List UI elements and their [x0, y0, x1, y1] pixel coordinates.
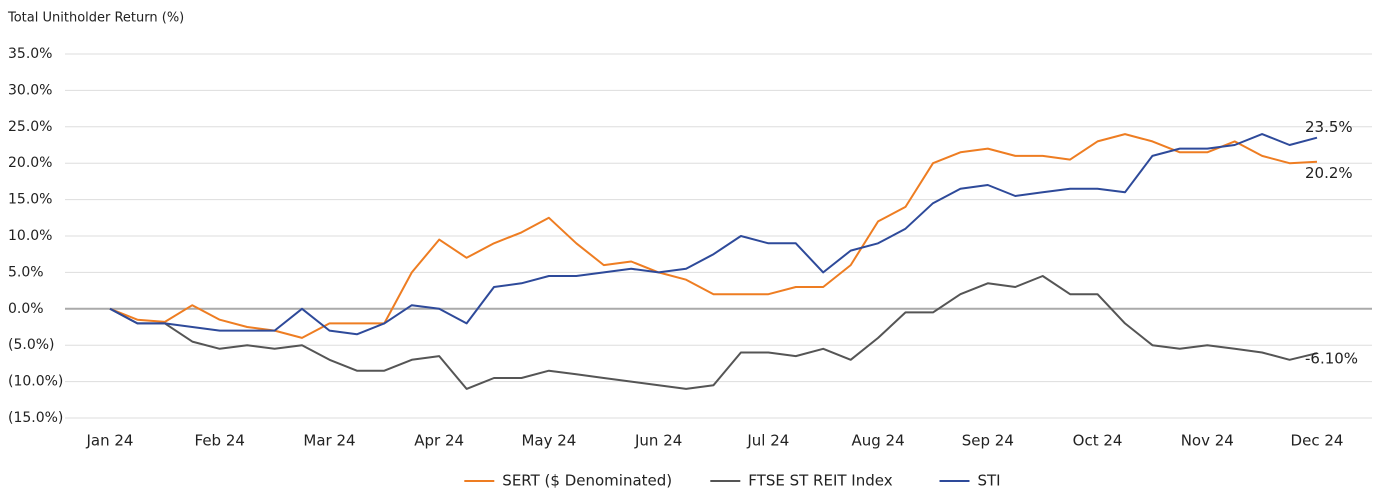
- x-tick-label: Apr 24: [414, 432, 464, 450]
- x-tick-label: Nov 24: [1181, 432, 1234, 450]
- legend-label: STI: [978, 472, 1001, 490]
- series-line: [109, 275, 1318, 390]
- y-tick-label: 25.0%: [8, 119, 52, 135]
- y-tick-label: (10.0%): [8, 374, 63, 390]
- y-tick-label: 10.0%: [8, 228, 52, 244]
- x-tick-label: Aug 24: [852, 432, 905, 450]
- value-label: 23.5%: [1305, 118, 1353, 136]
- x-tick-label: Oct 24: [1073, 432, 1123, 450]
- y-tick-label: 15.0%: [8, 192, 52, 208]
- x-tick-label: Sep 24: [962, 432, 1014, 450]
- x-tick-label: Dec 24: [1291, 432, 1344, 450]
- y-tick-label: 20.0%: [8, 155, 52, 171]
- x-tick-label: Jul 24: [746, 432, 789, 450]
- x-tick-label: Mar 24: [303, 432, 355, 450]
- y-tick-label: 5.0%: [8, 264, 44, 280]
- y-tick-label: 30.0%: [8, 82, 52, 98]
- series-line: [109, 133, 1318, 339]
- legend-label: FTSE ST REIT Index: [748, 472, 892, 490]
- x-tick-label: Jun 24: [634, 432, 682, 450]
- x-tick-label: Jan 24: [86, 432, 134, 450]
- y-tick-label: 35.0%: [8, 46, 52, 62]
- y-axis-label: Total Unitholder Return (%): [7, 11, 184, 26]
- y-tick-label: (5.0%): [8, 337, 55, 353]
- x-tick-label: Feb 24: [195, 432, 245, 450]
- value-label: -6.10%: [1305, 350, 1358, 368]
- legend-label: SERT ($ Denominated): [502, 472, 672, 490]
- series-line: [109, 133, 1318, 336]
- y-tick-label: (15.0%): [8, 410, 63, 426]
- x-tick-label: May 24: [521, 432, 576, 450]
- value-label: 20.2%: [1305, 164, 1353, 182]
- y-tick-label: 0.0%: [8, 301, 44, 317]
